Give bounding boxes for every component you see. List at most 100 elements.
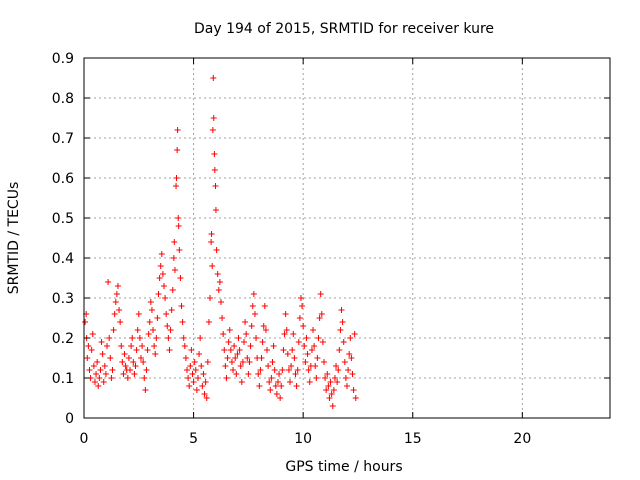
data-point	[248, 323, 255, 329]
data-point	[326, 395, 333, 401]
y-tick-label: 0.6	[52, 171, 74, 187]
data-point	[142, 387, 149, 393]
data-point	[226, 327, 233, 333]
data-point	[156, 275, 163, 281]
data-point	[116, 307, 123, 313]
data-point	[287, 379, 294, 385]
data-point	[306, 379, 313, 385]
data-point	[347, 335, 354, 341]
data-point	[238, 379, 245, 385]
data-point	[214, 271, 221, 277]
data-point	[194, 375, 201, 381]
data-point	[208, 231, 215, 237]
data-point	[242, 319, 249, 325]
data-point	[134, 327, 141, 333]
data-point	[199, 383, 206, 389]
data-point	[169, 287, 176, 293]
data-point	[162, 295, 169, 301]
chart-title: Day 194 of 2015, SRMTID for receiver kur…	[194, 21, 494, 37]
data-point	[350, 387, 357, 393]
data-point	[166, 347, 173, 353]
data-point	[82, 319, 89, 325]
data-point	[170, 255, 177, 261]
x-tick-label: 10	[294, 431, 312, 447]
data-point	[330, 387, 337, 393]
data-point	[239, 359, 246, 365]
data-point	[324, 371, 331, 377]
data-point	[236, 347, 243, 353]
data-point	[228, 359, 235, 365]
data-point	[179, 319, 186, 325]
data-point	[279, 367, 286, 373]
data-point	[299, 303, 306, 309]
data-point	[230, 367, 237, 373]
data-point	[296, 315, 303, 321]
data-point	[235, 335, 242, 341]
grid-lines	[84, 58, 610, 418]
data-point	[268, 375, 275, 381]
data-point	[155, 291, 162, 297]
data-point	[130, 359, 137, 365]
data-point	[177, 275, 184, 281]
data-point	[328, 391, 335, 397]
data-point	[333, 363, 340, 369]
data-point	[152, 351, 159, 357]
y-tick-label: 0.2	[52, 331, 74, 347]
data-point	[266, 379, 273, 385]
data-point	[251, 311, 258, 317]
data-point	[105, 279, 112, 285]
data-point	[144, 347, 151, 353]
data-point	[338, 307, 345, 313]
data-point	[148, 307, 155, 313]
data-point	[171, 267, 178, 273]
data-point	[316, 315, 323, 321]
data-point	[153, 335, 160, 341]
data-point	[173, 183, 180, 189]
data-point	[85, 343, 92, 349]
data-point	[262, 327, 269, 333]
data-point	[346, 351, 353, 357]
data-point	[233, 371, 240, 377]
data-point	[337, 327, 344, 333]
data-point	[189, 371, 196, 377]
data-point	[317, 291, 324, 297]
data-point	[143, 367, 150, 373]
data-point	[224, 355, 231, 361]
data-point	[193, 387, 200, 393]
data-point	[208, 239, 215, 245]
data-point	[159, 271, 166, 277]
x-tick-label: 15	[404, 431, 422, 447]
data-point	[278, 383, 285, 389]
data-point	[289, 347, 296, 353]
data-point	[86, 367, 93, 373]
data-point	[101, 363, 108, 369]
data-point	[220, 331, 227, 337]
data-point	[202, 379, 209, 385]
data-point	[341, 359, 348, 365]
data-point	[125, 355, 132, 361]
data-point	[334, 379, 341, 385]
data-point	[276, 371, 283, 377]
data-point	[269, 359, 276, 365]
y-tick-label: 0.3	[52, 291, 74, 307]
data-point	[174, 127, 181, 133]
data-point	[295, 339, 302, 345]
data-point	[300, 323, 307, 329]
data-point	[129, 335, 136, 341]
data-point	[302, 359, 309, 365]
data-point	[213, 247, 220, 253]
data-point	[301, 343, 308, 349]
y-tick-label: 0.8	[52, 91, 74, 107]
data-point	[265, 363, 272, 369]
data-point	[212, 207, 219, 213]
data-point	[342, 375, 349, 381]
data-point	[135, 311, 142, 317]
data-point	[124, 375, 131, 381]
data-point	[210, 115, 217, 121]
y-tick-label: 0.5	[52, 211, 74, 227]
data-point	[94, 359, 101, 365]
data-point	[225, 339, 232, 345]
data-point	[131, 371, 138, 377]
data-point	[351, 331, 358, 337]
